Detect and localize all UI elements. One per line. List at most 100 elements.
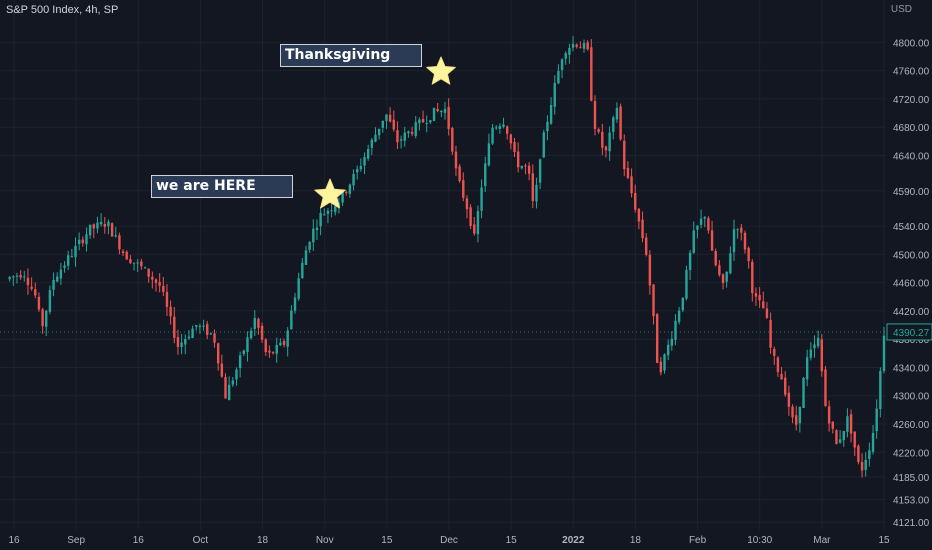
candle[interactable]	[615, 102, 619, 123]
candle[interactable]	[882, 326, 886, 374]
candle[interactable]	[473, 216, 476, 236]
candle[interactable]	[842, 430, 845, 447]
candle[interactable]	[70, 248, 74, 258]
candle[interactable]	[216, 342, 220, 371]
candle[interactable]	[414, 115, 417, 139]
candle[interactable]	[729, 246, 732, 275]
candle[interactable]	[271, 351, 275, 355]
candle[interactable]	[407, 130, 410, 138]
candle[interactable]	[96, 216, 99, 234]
chart-legend[interactable]: S&P 500 Index, 4h, SP	[6, 4, 119, 16]
candle[interactable]	[88, 224, 92, 239]
candle[interactable]	[590, 39, 593, 102]
candle[interactable]	[824, 365, 827, 407]
candle[interactable]	[125, 250, 128, 260]
candle[interactable]	[809, 342, 813, 361]
candle[interactable]	[363, 152, 366, 175]
candle[interactable]	[703, 216, 706, 228]
candle[interactable]	[579, 41, 582, 49]
candle[interactable]	[875, 399, 878, 439]
candle[interactable]	[798, 406, 802, 433]
candle[interactable]	[151, 271, 154, 289]
candle[interactable]	[604, 145, 608, 158]
candle[interactable]	[85, 227, 88, 252]
candle[interactable]	[301, 257, 304, 279]
candle[interactable]	[747, 246, 750, 269]
candle[interactable]	[356, 165, 359, 180]
candle[interactable]	[297, 272, 300, 301]
candle[interactable]	[743, 230, 747, 254]
candle[interactable]	[238, 351, 242, 378]
candle[interactable]	[213, 329, 216, 348]
candle[interactable]	[626, 161, 630, 180]
candle[interactable]	[754, 287, 758, 306]
candle[interactable]	[571, 36, 575, 52]
candle[interactable]	[103, 216, 106, 234]
candle[interactable]	[366, 144, 370, 161]
candle[interactable]	[392, 110, 395, 132]
candle[interactable]	[740, 223, 743, 241]
candle[interactable]	[224, 373, 227, 399]
candle[interactable]	[77, 232, 81, 251]
candle[interactable]	[231, 377, 235, 387]
candle[interactable]	[849, 409, 853, 443]
candle[interactable]	[535, 177, 538, 209]
candle[interactable]	[831, 421, 834, 434]
candle[interactable]	[710, 220, 714, 251]
candle[interactable]	[26, 268, 30, 295]
candle[interactable]	[352, 169, 355, 191]
candle[interactable]	[330, 203, 333, 218]
candle[interactable]	[451, 126, 454, 155]
candle[interactable]	[15, 272, 19, 284]
candle[interactable]	[769, 312, 772, 354]
candle[interactable]	[195, 324, 198, 331]
candle[interactable]	[110, 222, 114, 237]
candle[interactable]	[279, 338, 282, 347]
candle[interactable]	[436, 102, 439, 113]
candle[interactable]	[491, 123, 494, 146]
candle[interactable]	[505, 125, 509, 140]
candle[interactable]	[666, 339, 670, 361]
candle[interactable]	[41, 307, 44, 334]
candle[interactable]	[857, 444, 860, 465]
candle[interactable]	[129, 255, 132, 265]
candle[interactable]	[66, 250, 70, 271]
candle[interactable]	[868, 442, 871, 467]
candle[interactable]	[816, 330, 820, 349]
candle[interactable]	[652, 284, 655, 325]
candle[interactable]	[641, 211, 644, 243]
candle[interactable]	[209, 332, 213, 335]
candle[interactable]	[685, 265, 688, 301]
candle[interactable]	[476, 205, 480, 243]
candle[interactable]	[173, 307, 176, 344]
candle[interactable]	[465, 195, 469, 219]
candle[interactable]	[495, 125, 498, 130]
candle[interactable]	[838, 429, 842, 445]
candle[interactable]	[663, 353, 666, 374]
candle[interactable]	[634, 184, 637, 213]
candle[interactable]	[290, 305, 293, 330]
candle[interactable]	[557, 64, 560, 85]
candle[interactable]	[425, 115, 428, 133]
candle[interactable]	[780, 367, 783, 380]
candle[interactable]	[345, 190, 348, 196]
candle[interactable]	[293, 292, 297, 314]
candle[interactable]	[443, 101, 447, 120]
candle[interactable]	[593, 95, 597, 136]
candle[interactable]	[242, 349, 245, 357]
candle[interactable]	[180, 333, 183, 355]
candle[interactable]	[377, 128, 381, 140]
candle[interactable]	[462, 172, 465, 202]
candle[interactable]	[19, 270, 22, 280]
candle[interactable]	[773, 346, 776, 365]
candle[interactable]	[736, 228, 739, 239]
candle[interactable]	[319, 207, 322, 236]
candle[interactable]	[257, 317, 260, 335]
candle[interactable]	[206, 320, 209, 340]
candle[interactable]	[348, 183, 352, 198]
candle[interactable]	[323, 208, 326, 216]
candle[interactable]	[440, 109, 443, 118]
candle[interactable]	[458, 164, 461, 183]
candle[interactable]	[637, 207, 641, 230]
candle[interactable]	[30, 277, 33, 291]
